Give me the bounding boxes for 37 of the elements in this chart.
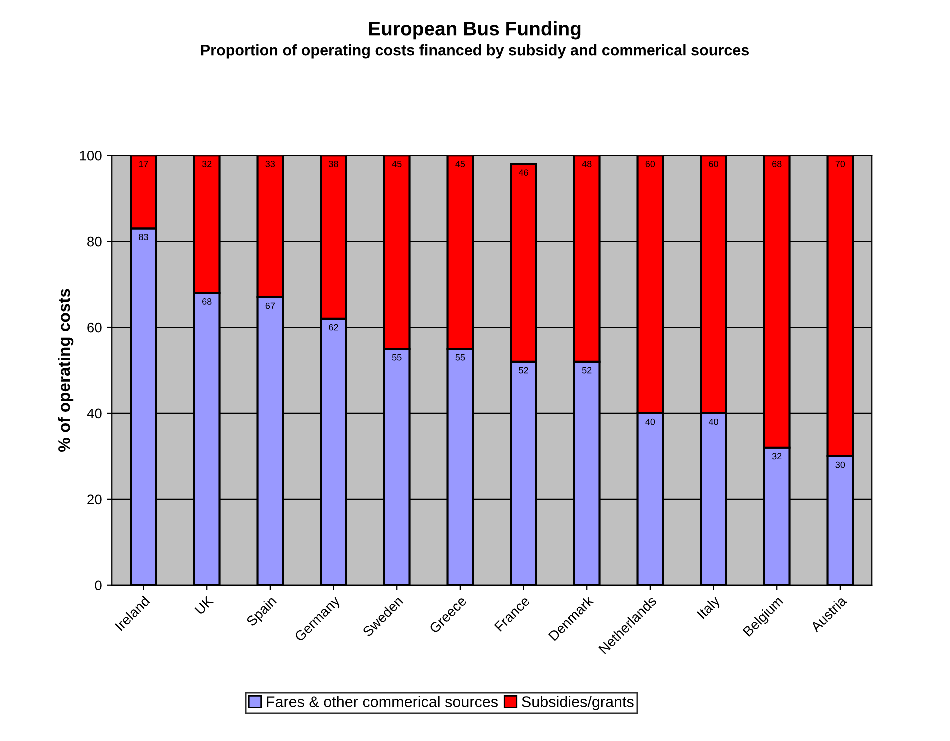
chart-title: European Bus Funding [369, 21, 581, 40]
data-label: 33 [266, 161, 276, 168]
data-label: 83 [139, 234, 148, 240]
data-label: 68 [202, 298, 212, 305]
y-tick-label: 80 [88, 236, 102, 247]
x-tick-label: Italy [696, 595, 723, 622]
data-label: 52 [519, 367, 528, 374]
data-label: 30 [836, 462, 846, 468]
y-tick-label: 100 [80, 150, 102, 161]
data-label: 32 [202, 161, 212, 168]
data-label: 60 [646, 161, 656, 168]
y-axis-title: % of operating costs [58, 289, 74, 452]
data-label: 32 [772, 453, 782, 460]
data-label: 45 [392, 161, 402, 168]
legend-label: Fares & other commerical sources [267, 696, 498, 708]
y-tick-label: 0 [95, 580, 102, 591]
data-label: 60 [709, 161, 718, 168]
x-tick-label: UK [194, 596, 214, 616]
data-label: 38 [329, 161, 338, 168]
y-tick-label: 60 [88, 322, 102, 333]
data-label: 40 [708, 418, 718, 426]
data-label: 55 [392, 354, 402, 361]
data-label: 17 [139, 161, 148, 168]
data-label: 62 [329, 324, 338, 331]
chart-subtitle: Proportion of operating costs financed by subsidy and commerical sources [201, 44, 750, 59]
data-label: 67 [266, 302, 275, 310]
data-label: 68 [772, 161, 782, 168]
data-label: 46 [518, 170, 528, 176]
data-label: 52 [582, 367, 592, 374]
data-label: 48 [582, 161, 592, 168]
data-label: 70 [836, 161, 846, 168]
data-label: 40 [646, 418, 656, 426]
data-label: 45 [456, 161, 466, 168]
legend-label: Subsidies/grants [522, 696, 634, 710]
y-tick-label: 20 [88, 494, 102, 505]
y-tick-label: 40 [87, 408, 102, 419]
data-label: 55 [456, 354, 466, 361]
